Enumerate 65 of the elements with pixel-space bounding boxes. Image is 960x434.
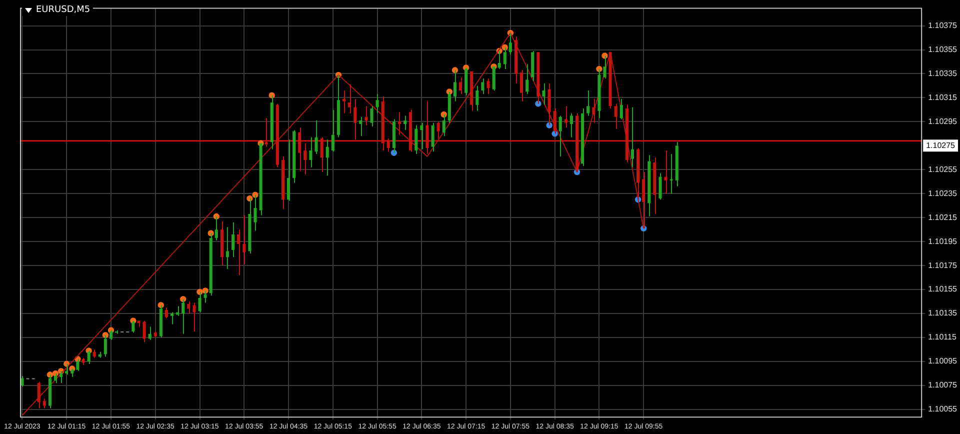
candlestick <box>232 222 235 258</box>
candlestick <box>142 320 146 343</box>
candlestick <box>542 82 546 106</box>
candlestick <box>370 106 374 127</box>
y-tick-label: 1.10195 <box>928 236 958 246</box>
candlestick <box>664 150 668 194</box>
y-tick-label: 1.10235 <box>928 188 958 198</box>
candlestick <box>331 109 334 152</box>
candlestick <box>364 106 368 126</box>
candlestick <box>520 70 524 102</box>
y-tick-label: 1.10295 <box>928 116 958 126</box>
y-tick-label: 1.10255 <box>928 164 958 174</box>
candlestick <box>187 301 190 314</box>
candlestick <box>630 106 634 168</box>
y-tick-label: 1.10115 <box>928 332 957 342</box>
candlestick <box>614 103 618 130</box>
candlestick <box>670 154 673 194</box>
candlestick <box>304 142 307 175</box>
candlestick <box>242 214 246 265</box>
candlestick <box>586 90 590 116</box>
candlestick <box>481 78 484 95</box>
candlestick <box>403 115 407 131</box>
candlestick <box>376 94 379 114</box>
y-tick-label: 1.10215 <box>928 212 958 222</box>
y-tick-label: 1.10375 <box>928 20 958 30</box>
candlestick <box>286 139 290 202</box>
annotation: 1.10275 <box>926 140 956 150</box>
candlestick <box>342 90 346 114</box>
candlestick <box>226 226 230 270</box>
y-tick-label: 1.10055 <box>928 404 958 414</box>
y-tick-label: 1.10095 <box>928 356 958 366</box>
candlestick <box>564 106 568 128</box>
candlestick <box>348 84 352 114</box>
candlestick <box>658 172 662 200</box>
candlestick <box>37 381 40 409</box>
candlestick <box>398 112 401 136</box>
y-tick-label: 1.10155 <box>928 284 958 294</box>
candlestick <box>326 139 329 176</box>
candlestick <box>620 98 623 120</box>
y-tick-label: 1.10135 <box>928 308 958 318</box>
candlestick <box>570 112 573 138</box>
candlestick <box>309 136 312 168</box>
candlestick <box>192 302 196 332</box>
candlestick <box>526 64 529 95</box>
candlestick <box>458 76 462 95</box>
candlestick <box>164 307 168 319</box>
candlestick <box>486 78 490 95</box>
candlestick <box>170 312 174 325</box>
y-tick-label: 1.10175 <box>928 260 958 270</box>
y-tick-label: 1.10075 <box>928 380 958 390</box>
y-tick-label: 1.10355 <box>928 44 958 54</box>
candlestick <box>314 120 318 155</box>
candlestick <box>431 122 434 152</box>
candlestick <box>42 398 46 409</box>
candlestick <box>359 116 362 137</box>
candlestick <box>592 98 596 124</box>
candlestick <box>476 85 479 112</box>
y-tick-label: 1.10315 <box>928 92 958 102</box>
chart-title: EURUSD,M5 <box>36 5 90 15</box>
candlestick <box>414 124 418 155</box>
candlestick <box>148 326 152 340</box>
candlestick <box>237 229 240 276</box>
candlestick <box>558 115 562 157</box>
candlestick <box>420 122 424 150</box>
y-tick-label: 1.10335 <box>928 68 958 78</box>
